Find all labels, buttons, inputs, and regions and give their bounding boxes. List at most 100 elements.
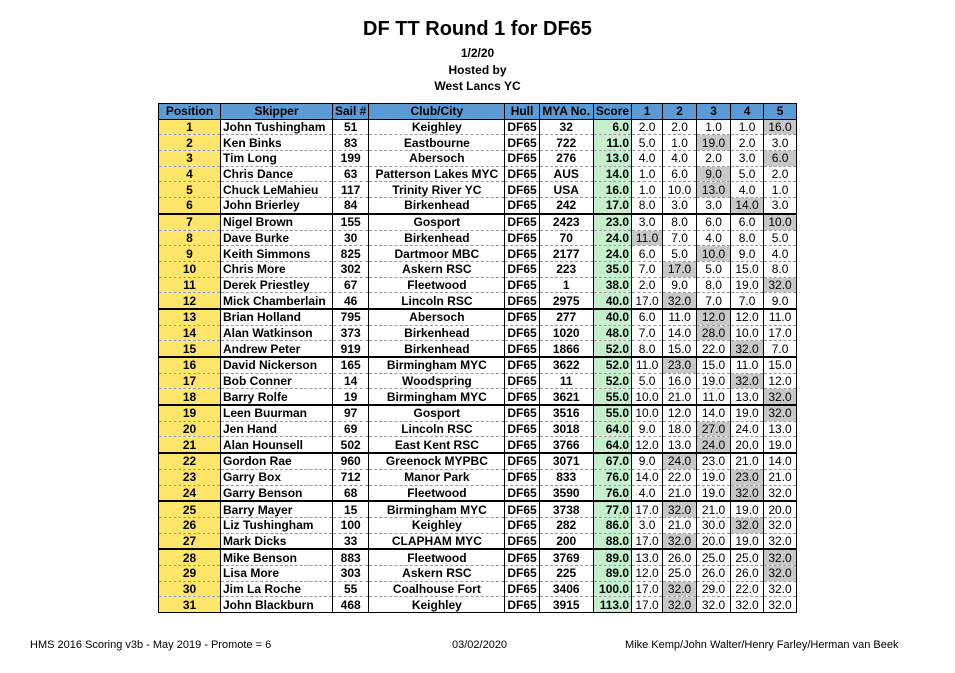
- skipper-cell: Alan Hounsell: [220, 436, 333, 455]
- table-row: 22 Gordon Rae 960 Greenock MYPBC DF65 3071 67.…: [158, 453, 798, 470]
- race-3-cell: 1.0: [696, 119, 732, 136]
- race-4-cell: 13.0: [730, 388, 765, 407]
- race-4-cell: 2.0: [730, 134, 765, 152]
- hull-cell: DF65: [504, 150, 540, 167]
- race-4-cell: 32.0: [730, 485, 765, 503]
- mya-number-cell: 277: [538, 308, 594, 326]
- sail-number-cell: 199: [331, 150, 370, 167]
- hull-cell: DF65: [504, 517, 540, 534]
- table-row: 18 Barry Rolfe 19 Birmingham MYC DF65 3621 55.…: [158, 388, 798, 407]
- club-cell: Eastbourne: [368, 134, 506, 152]
- position-cell: 4: [158, 166, 221, 183]
- sail-number-cell: 51: [331, 119, 370, 136]
- skipper-cell: Brian Holland: [220, 308, 333, 326]
- race-1-cell: 17.0: [631, 292, 664, 310]
- hull-cell: DF65: [504, 166, 540, 183]
- race-5-cell: 32.0: [763, 549, 798, 566]
- position-cell: 16: [158, 357, 221, 374]
- race-5-cell: 6.0: [763, 150, 798, 167]
- score-cell: 77.0: [592, 501, 633, 518]
- score-cell: 6.0: [592, 119, 633, 136]
- mya-number-cell: 11: [538, 373, 594, 390]
- hull-cell: DF65: [504, 549, 540, 566]
- hull-cell: DF65: [504, 230, 540, 247]
- race-1-cell: 3.0: [631, 517, 664, 534]
- race-1-cell: 1.0: [631, 166, 664, 183]
- position-cell: 2: [158, 134, 221, 152]
- race-1-cell: 17.0: [631, 596, 664, 613]
- score-cell: 76.0: [592, 469, 633, 486]
- skipper-cell: Gordon Rae: [220, 453, 333, 470]
- race-5-cell: 11.0: [763, 308, 798, 326]
- score-cell: 38.0: [592, 277, 633, 294]
- hull-cell: DF65: [504, 501, 540, 518]
- race-4-cell: 24.0: [730, 421, 765, 438]
- skipper-cell: Chris More: [220, 261, 333, 278]
- race-3-cell: 22.0: [696, 340, 732, 359]
- club-cell: Coalhouse Fort: [368, 581, 506, 598]
- position-cell: 31: [158, 596, 221, 613]
- mya-number-cell: 3018: [538, 421, 594, 438]
- score-cell: 14.0: [592, 166, 633, 183]
- mya-number-cell: 3071: [538, 453, 594, 470]
- sail-number-cell: 19: [331, 388, 370, 407]
- table-row: 1 John Tushingham 51 Keighley DF65 32 6.0 2.0 2.…: [158, 119, 798, 136]
- club-cell: Abersoch: [368, 308, 506, 326]
- table-row: 6 John Brierley 84 Birkenhead DF65 242 17.0 8.0…: [158, 197, 798, 215]
- table-row: 25 Barry Mayer 15 Birmingham MYC DF65 3738 77.…: [158, 501, 798, 518]
- score-cell: 40.0: [592, 308, 633, 326]
- score-cell: 100.0: [592, 581, 633, 598]
- race-3-cell: 9.0: [696, 166, 732, 183]
- club-cell: Woodspring: [368, 373, 506, 390]
- race-1-cell: 17.0: [631, 581, 664, 598]
- hull-cell: DF65: [504, 453, 540, 470]
- position-cell: 15: [158, 340, 221, 359]
- sail-number-cell: 960: [331, 453, 370, 470]
- race-1-cell: 6.0: [631, 308, 664, 326]
- position-cell: 27: [158, 533, 221, 551]
- mya-number-cell: 3590: [538, 485, 594, 503]
- score-cell: 55.0: [592, 405, 633, 422]
- col-header-position: Position: [158, 103, 221, 120]
- position-cell: 20: [158, 421, 221, 438]
- score-cell: 89.0: [592, 549, 633, 566]
- score-cell: 67.0: [592, 453, 633, 470]
- skipper-cell: Chris Dance: [220, 166, 333, 183]
- race-2-cell: 10.0: [662, 181, 698, 199]
- race-1-cell: 14.0: [631, 469, 664, 486]
- position-cell: 19: [158, 405, 221, 422]
- race-3-cell: 19.0: [696, 373, 732, 390]
- race-4-cell: 6.0: [730, 213, 765, 231]
- skipper-cell: Mark Dicks: [220, 533, 333, 551]
- race-2-cell: 9.0: [662, 277, 698, 294]
- race-5-cell: 8.0: [763, 261, 798, 278]
- position-cell: 18: [158, 388, 221, 407]
- race-1-cell: 4.0: [631, 150, 664, 167]
- footer-officials: Mike Kemp/John Walter/Henry Farley/Herma…: [625, 639, 899, 651]
- club-cell: Lincoln RSC: [368, 292, 506, 310]
- race-3-cell: 5.0: [696, 261, 732, 278]
- club-cell: Trinity River YC: [368, 181, 506, 199]
- position-cell: 17: [158, 373, 221, 390]
- skipper-cell: Lisa More: [220, 565, 333, 582]
- position-cell: 5: [158, 181, 221, 199]
- race-1-cell: 10.0: [631, 405, 664, 422]
- mya-number-cell: 3516: [538, 405, 594, 422]
- table-row: 7 Nigel Brown 155 Gosport DF65 2423 23.0 3.0 8.0…: [158, 213, 798, 231]
- race-5-cell: 20.0: [763, 501, 798, 518]
- position-cell: 11: [158, 277, 221, 294]
- position-cell: 24: [158, 485, 221, 503]
- race-2-cell: 18.0: [662, 421, 698, 438]
- skipper-cell: Garry Benson: [220, 485, 333, 503]
- col-header-race-3: 3: [696, 103, 732, 120]
- sail-number-cell: 468: [331, 596, 370, 613]
- mya-number-cell: 1: [538, 277, 594, 294]
- sail-number-cell: 55: [331, 581, 370, 598]
- score-cell: 89.0: [592, 565, 633, 582]
- race-2-cell: 25.0: [662, 565, 698, 582]
- race-3-cell: 19.0: [696, 469, 732, 486]
- hull-cell: DF65: [504, 469, 540, 486]
- mya-number-cell: 3769: [538, 549, 594, 566]
- race-4-cell: 21.0: [730, 453, 765, 470]
- sail-number-cell: 919: [331, 340, 370, 359]
